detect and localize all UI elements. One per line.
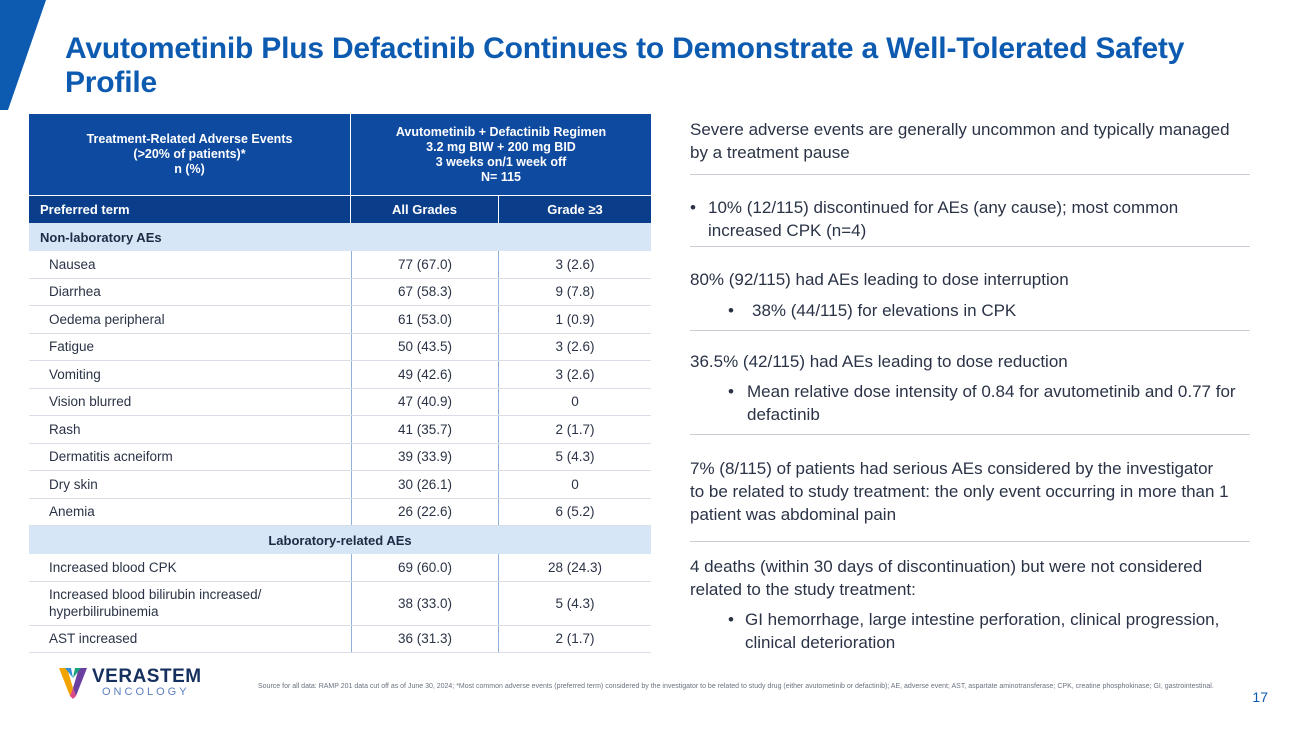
grade3-cell: 6 (5.2): [555, 504, 595, 520]
table-row: Nausea 77 (67.0) 3 (2.6): [29, 251, 651, 279]
logo-text: VERASTEM ONCOLOGY: [92, 667, 202, 698]
grade3-cell: 5 (4.3): [555, 449, 595, 465]
term-cell: Dermatitis acneiform: [49, 449, 173, 465]
col-preferred-term: Preferred term: [29, 196, 351, 223]
term-cell: Rash: [49, 421, 81, 437]
corner-accent: [0, 0, 46, 110]
header-right-line: 3.2 mg BIW + 200 mg BID: [426, 139, 576, 154]
term-cell: Nausea: [49, 256, 96, 272]
sub-bullet-text: Mean relative dose intensity of 0.84 for…: [728, 380, 1248, 426]
sub-bullet-text: GI hemorrhage, large intestine perforati…: [728, 608, 1228, 654]
all-grades-cell: 49 (42.6): [351, 361, 499, 388]
term-cell: Dry skin: [49, 476, 98, 492]
source-footnote: Source for all data: RAMP 201 data cut o…: [258, 683, 1214, 690]
table-row: Increased blood bilirubin increased/ hyp…: [29, 581, 651, 626]
table-row: AST increased 36 (31.3) 2 (1.7): [29, 625, 651, 653]
all-grades-cell: 26 (22.6): [351, 498, 499, 525]
grade3-cell: 0: [571, 394, 579, 410]
summary-text: 36.5% (42/115) had AEs leading to dose r…: [690, 352, 1068, 371]
all-grades-cell: 36 (31.3): [351, 625, 499, 652]
term-cell: Vision blurred: [49, 394, 132, 410]
grade3-cell: 3 (2.6): [555, 366, 595, 382]
header-left-line: Treatment-Related Adverse Events: [86, 132, 293, 146]
all-grades-cell: 39 (33.9): [351, 443, 499, 470]
summary-text: 80% (92/115) had AEs leading to dose int…: [690, 270, 1069, 289]
table-row: Increased blood CPK 69 (60.0) 28 (24.3): [29, 554, 651, 582]
term-cell: Increased blood CPK: [49, 559, 177, 575]
table-row: Anemia 26 (22.6) 6 (5.2): [29, 498, 651, 526]
all-grades-cell: 41 (35.7): [351, 416, 499, 443]
grade3-cell: 5 (4.3): [555, 595, 595, 611]
page-title: Avutometinib Plus Defactinib Continues t…: [65, 32, 1185, 99]
table-row: Dry skin 30 (26.1) 0: [29, 471, 651, 499]
column-headers: Preferred term All Grades Grade ≥3: [29, 195, 651, 223]
grade3-cell: 0: [571, 476, 579, 492]
header-right: Avutometinib + Defactinib Regimen 3.2 mg…: [351, 114, 651, 195]
table-row: Fatigue 50 (43.5) 3 (2.6): [29, 333, 651, 361]
summary-block: 36.5% (42/115) had AEs leading to dose r…: [690, 331, 1250, 435]
all-grades-cell: 50 (43.5): [351, 333, 499, 360]
grade3-cell: 3 (2.6): [555, 256, 595, 272]
all-grades-cell: 61 (53.0): [351, 306, 499, 333]
header-right-line: Avutometinib + Defactinib Regimen: [395, 124, 607, 139]
grade3-cell: 2 (1.7): [555, 421, 595, 437]
table-row: Dermatitis acneiform 39 (33.9) 5 (4.3): [29, 443, 651, 471]
grade3-cell: 3 (2.6): [555, 339, 595, 355]
grade3-cell: 9 (7.8): [555, 284, 595, 300]
summary-text: 4 deaths (within 30 days of discontinuat…: [690, 557, 1203, 599]
all-grades-cell: 67 (58.3): [351, 278, 499, 305]
grade3-cell: 28 (24.3): [547, 559, 603, 575]
header-left-line: (>20% of patients)*: [133, 147, 246, 161]
term-cell: Increased blood bilirubin increased/ hyp…: [49, 587, 262, 619]
term-cell: Fatigue: [49, 339, 95, 355]
all-grades-cell: 77 (67.0): [351, 251, 499, 278]
logo-line2: ONCOLOGY: [102, 685, 190, 698]
logo-mark-icon: [59, 668, 87, 699]
table-row: Rash 41 (35.7) 2 (1.7): [29, 416, 651, 444]
term-cell: AST increased: [49, 631, 138, 647]
header-right-line: N= 115: [481, 169, 521, 184]
summary-block: 4 deaths (within 30 days of discontinuat…: [690, 542, 1250, 654]
summary-block: 80% (92/115) had AEs leading to dose int…: [690, 247, 1250, 331]
col-grade-3: Grade ≥3: [547, 202, 603, 217]
term-cell: Anemia: [49, 504, 95, 520]
all-grades-cell: 30 (26.1): [351, 471, 499, 498]
adverse-events-table: Treatment-Related Adverse Events (>20% o…: [29, 114, 651, 653]
summary-block: Severe adverse events are generally unco…: [690, 118, 1250, 175]
header-left: Treatment-Related Adverse Events (>20% o…: [29, 114, 351, 195]
section-nonlab: Non-laboratory AEs: [29, 223, 651, 251]
bullet-text: 10% (12/115) discontinued for AEs (any c…: [690, 196, 1250, 242]
logo-line1: VERASTEM: [92, 665, 202, 687]
grade3-cell: 1 (0.9): [555, 311, 595, 327]
all-grades-cell: 47 (40.9): [351, 388, 499, 415]
table-row: Diarrhea 67 (58.3) 9 (7.8): [29, 278, 651, 306]
header-left-line: n (%): [174, 162, 205, 176]
nonlab-rows: Nausea 77 (67.0) 3 (2.6) Diarrhea 67 (58.3) 9…: [29, 251, 651, 526]
section-lab: Laboratory-related AEs: [29, 526, 651, 554]
term-cell: Oedema peripheral: [49, 311, 165, 327]
table-row: Vomiting 49 (42.6) 3 (2.6): [29, 361, 651, 389]
lab-rows: Increased blood CPK 69 (60.0) 28 (24.3) Inc…: [29, 554, 651, 653]
term-cell: Diarrhea: [49, 284, 101, 300]
table-row: Vision blurred 47 (40.9) 0: [29, 388, 651, 416]
table-row: Oedema peripheral 61 (53.0) 1 (0.9): [29, 306, 651, 334]
all-grades-cell: 38 (33.0): [351, 581, 499, 625]
header-right-line: 3 weeks on/1 week off: [435, 154, 567, 169]
summary-text: 7% (8/115) of patients had serious AEs c…: [690, 459, 1229, 524]
summary-text: Severe adverse events are generally unco…: [690, 120, 1230, 162]
sub-bullet-text: 38% (44/115) for elevations in CPK: [728, 299, 1250, 322]
summary-panel: Severe adverse events are generally unco…: [690, 118, 1250, 654]
verastem-logo: VERASTEM ONCOLOGY: [58, 663, 218, 701]
summary-block: 7% (8/115) of patients had serious AEs c…: [690, 435, 1250, 542]
col-all-grades: All Grades: [351, 196, 499, 223]
all-grades-cell: 69 (60.0): [351, 554, 499, 581]
summary-block: 10% (12/115) discontinued for AEs (any c…: [690, 175, 1250, 247]
term-cell: Vomiting: [49, 366, 101, 382]
page-number: 17: [1252, 689, 1268, 705]
grade3-cell: 2 (1.7): [555, 631, 595, 647]
table-header: Treatment-Related Adverse Events (>20% o…: [29, 114, 651, 195]
